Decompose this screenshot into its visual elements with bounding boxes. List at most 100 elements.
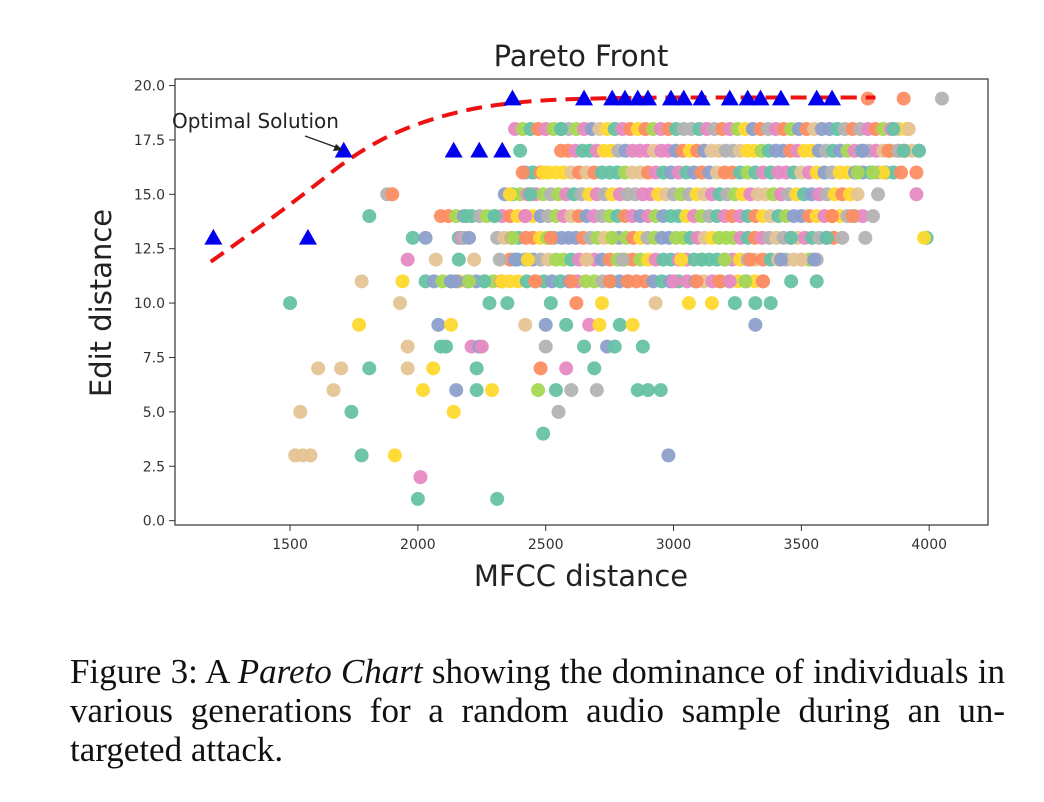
- scatter-point: [640, 383, 655, 398]
- pareto-point: [661, 89, 680, 106]
- scatter-point: [559, 317, 574, 332]
- scatter-point: [311, 361, 326, 376]
- pareto-point: [470, 141, 489, 158]
- pareto-point: [807, 89, 826, 106]
- scatter-point: [326, 383, 341, 398]
- scatter-point: [835, 230, 850, 245]
- scatter-point: [474, 339, 489, 354]
- x-axis-label: MFCC distance: [474, 559, 688, 593]
- scatter-point: [763, 296, 778, 311]
- scatter-point: [520, 252, 535, 267]
- scatter-point: [334, 361, 349, 376]
- scatter-point: [487, 209, 502, 224]
- pareto-point: [615, 89, 634, 106]
- scatter-point: [917, 230, 932, 245]
- scatter-point: [630, 383, 645, 398]
- pareto-point: [692, 89, 711, 106]
- scatter-point: [712, 274, 727, 289]
- scatter-point: [446, 404, 461, 419]
- scatter-point: [508, 252, 523, 267]
- scatter-point: [694, 252, 709, 267]
- scatter-point: [415, 383, 430, 398]
- scatter-point: [449, 274, 464, 289]
- scatter-point: [459, 209, 474, 224]
- scatter-point: [648, 296, 663, 311]
- scatter-point: [850, 165, 865, 180]
- caption-suffix: showing the dominance of individuals in …: [70, 652, 1005, 769]
- scatter-point: [607, 339, 622, 354]
- scatter-point: [681, 296, 696, 311]
- scatter-point: [756, 274, 771, 289]
- scatter-point: [500, 296, 515, 311]
- scatter-point: [911, 143, 926, 158]
- scatter-point: [354, 448, 369, 463]
- scatter-point: [431, 317, 446, 332]
- scatter-point: [426, 361, 441, 376]
- scatter-point: [400, 361, 415, 376]
- scatter-point: [477, 274, 492, 289]
- pareto-point: [444, 141, 463, 158]
- scatter-point: [934, 91, 949, 106]
- scatter-point: [395, 274, 410, 289]
- scatter-point: [748, 296, 763, 311]
- scatter-point: [896, 91, 911, 106]
- annotation-arrowhead: [333, 144, 343, 151]
- scatter-point: [482, 296, 497, 311]
- scatter-point: [418, 230, 433, 245]
- scatter-point: [748, 317, 763, 332]
- scatter-point: [495, 274, 510, 289]
- figure-caption: Figure 3: A Pareto Chart showing the dom…: [70, 652, 1005, 769]
- scatter-point: [538, 339, 553, 354]
- scatter-point: [871, 187, 886, 202]
- scatter-point: [462, 230, 477, 245]
- scatter-point: [385, 187, 400, 202]
- y-tick-label: 12.5: [134, 242, 165, 258]
- scatter-point: [490, 491, 505, 506]
- scatter-point: [865, 165, 880, 180]
- scatter-point: [462, 274, 477, 289]
- scatter-point: [303, 448, 318, 463]
- scatter-point: [689, 274, 704, 289]
- scatter-point: [551, 404, 566, 419]
- scatter-point: [845, 209, 860, 224]
- scatter-point: [865, 209, 880, 224]
- pareto-point: [204, 228, 223, 245]
- scatter-point: [807, 252, 822, 267]
- scatter-point: [620, 274, 635, 289]
- scatter-point: [531, 383, 546, 398]
- caption-emphasis: Pareto Chart: [237, 652, 423, 691]
- scatter-point: [533, 361, 548, 376]
- scatter-point: [727, 296, 742, 311]
- y-axis: 0.0 2.5 5.0 7.5 10.0 12.5 15.0 17.5 20.0: [134, 79, 175, 530]
- chart-title: Pareto Front: [494, 39, 669, 73]
- scatter-point: [674, 252, 689, 267]
- caption-prefix: Figure 3: A: [70, 652, 238, 691]
- scatter-point: [605, 230, 620, 245]
- axes-frame: [174, 78, 989, 526]
- y-tick-label: 17.5: [134, 133, 165, 149]
- scatter-point: [439, 339, 453, 354]
- scatter-point: [564, 274, 579, 289]
- x-tick-label: 2500: [528, 537, 564, 553]
- scatter-point: [528, 274, 543, 289]
- x-tick-label: 1500: [272, 537, 308, 553]
- scatter-point: [881, 143, 896, 158]
- scatter-point: [666, 274, 681, 289]
- scatter-point: [469, 383, 484, 398]
- scatter-point: [564, 383, 579, 398]
- scatter-point: [515, 165, 530, 180]
- scatter-point: [858, 230, 873, 245]
- y-tick-label: 10.0: [134, 296, 165, 312]
- scatter-point: [413, 470, 428, 485]
- x-tick-label: 2000: [400, 537, 436, 553]
- scatter-point: [582, 317, 597, 332]
- scatter-point: [513, 143, 528, 158]
- scatter-point: [352, 317, 367, 332]
- scatter-point: [536, 165, 551, 180]
- pareto-point: [503, 89, 522, 106]
- pareto-point: [720, 89, 739, 106]
- scatter-point: [405, 230, 420, 245]
- scatter-point: [354, 274, 369, 289]
- scatter-point: [449, 383, 464, 398]
- scatter-point: [579, 252, 594, 267]
